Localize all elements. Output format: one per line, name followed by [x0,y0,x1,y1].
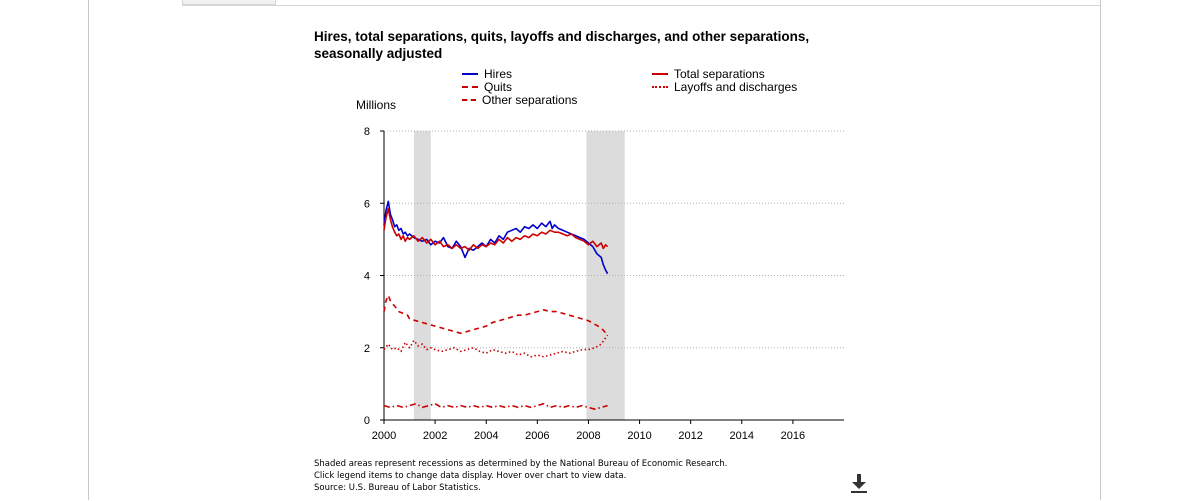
download-icon [851,474,867,493]
x-tick-label-2016: 2016 [781,430,805,442]
legend-item-layoffs-discharges[interactable]: Layoffs and discharges [652,80,797,94]
footnote-source: Source: U.S. Bureau of Labor Statistics. [314,483,481,493]
recession-band-1 [413,131,431,420]
legend-item-hires[interactable]: Hires [462,67,512,81]
x-tick-label-2012: 2012 [678,430,702,442]
y-axis-label: Millions [356,98,396,112]
panel-tab[interactable] [182,0,276,5]
x-tick-label-2008: 2008 [576,430,600,442]
page-border-right [1100,0,1101,500]
x-tick-label-2004: 2004 [474,430,498,442]
x-tick-label-2010: 2010 [627,430,651,442]
series-line-total-separations [383,207,609,251]
series-line-layoffs-and-discharges [383,334,609,358]
y-tick-label-6: 6 [364,198,370,210]
panel-top-border [182,5,1100,6]
legend-swatch-hires [462,73,478,75]
series-line-other-separations [383,402,608,410]
y-tick-label-8: 8 [364,126,370,138]
legend-swatch-layoffs-discharges [652,86,668,88]
legend-label-layoffs-discharges: Layoffs and discharges [674,80,798,94]
legend-swatch-quits [462,86,478,88]
x-tick-label-2000: 2000 [372,430,396,442]
page-border-left [88,0,89,500]
footnote-instructions: Click legend items to change data displa… [314,471,627,481]
y-tick-label-4: 4 [364,271,370,283]
footnote-recessions: Shaded areas represent recessions as det… [314,459,728,469]
x-tick-label-2006: 2006 [525,430,549,442]
download-button[interactable] [848,472,870,496]
legend-swatch-other-separations [462,99,476,101]
legend-item-other-separations[interactable]: Other separations [462,93,577,107]
legend-label-total-separations: Total separations [674,67,765,81]
x-tick-label-2014: 2014 [730,430,754,442]
chart-title: Hires, total separations, quits, layoffs… [314,29,810,61]
legend-label-quits: Quits [484,80,513,94]
x-tick-label-2002: 2002 [423,430,447,442]
legend-swatch-total-separations [652,73,668,75]
legend-label-other-separations: Other separations [482,93,578,107]
y-tick-label-0: 0 [364,415,370,427]
legend-label-hires: Hires [484,67,513,81]
y-tick-label-2: 2 [364,343,370,355]
series-line-quits [383,294,609,336]
legend-item-total-separations[interactable]: Total separations [652,67,765,81]
legend-item-quits[interactable]: Quits [462,80,512,94]
